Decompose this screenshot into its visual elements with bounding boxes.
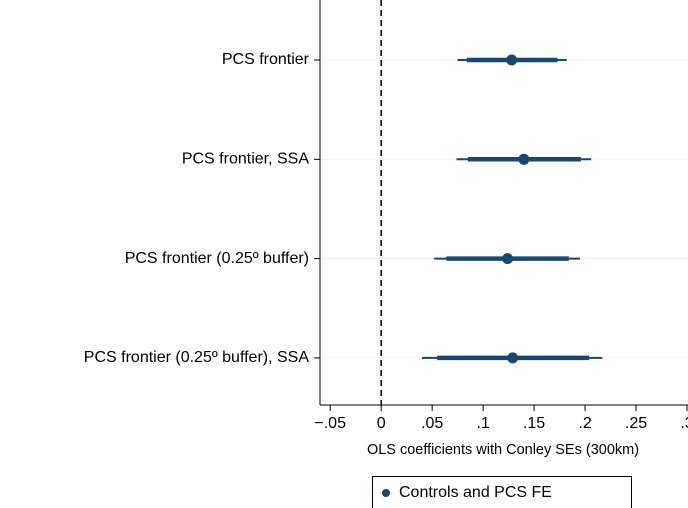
point (506, 54, 518, 66)
x-tick-label: .25 (625, 415, 647, 432)
y-tick-label: PCS frontier (0.25º buffer) (125, 250, 309, 267)
x-axis-label: OLS coefficients with Conley SEs (300km) (367, 442, 639, 458)
x-tick-label: .2 (578, 415, 591, 432)
x-tick-label: .05 (421, 415, 443, 432)
x-tick-label: .1 (476, 415, 489, 432)
x-tick-label: −.05 (314, 415, 346, 432)
x-tick-label: .15 (523, 415, 545, 432)
legend-marker (382, 489, 390, 497)
y-tick-label: PCS frontier, SSA (182, 151, 309, 168)
legend-label: Controls and PCS FE (399, 484, 552, 501)
point (507, 352, 519, 364)
x-tick-label: .3 (680, 415, 688, 432)
x-tick-label: 0 (377, 415, 386, 432)
legend (372, 476, 632, 508)
point (518, 153, 530, 165)
y-tick-label: PCS frontier (222, 51, 310, 68)
y-tick-label: PCS frontier (0.25º buffer), SSA (84, 349, 310, 366)
point (502, 253, 514, 265)
